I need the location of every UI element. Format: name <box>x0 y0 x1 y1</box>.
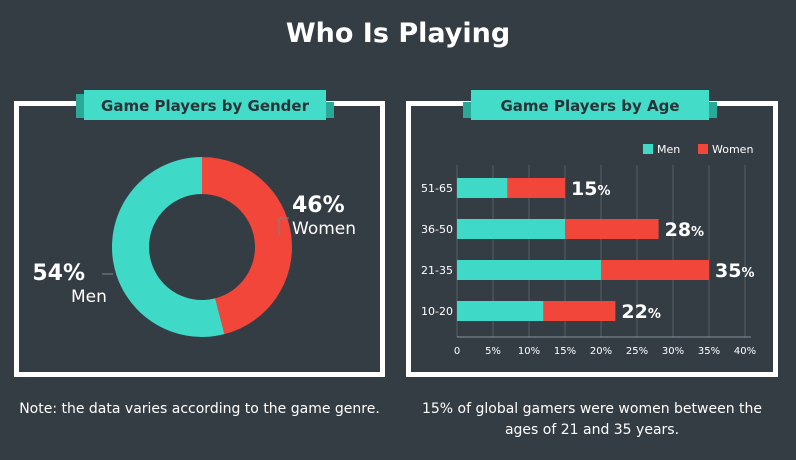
age-panel-title: Game Players by Age <box>500 97 680 115</box>
x-tick-label: 40% <box>734 346 756 357</box>
gender-panel-title: Game Players by Gender <box>101 97 309 115</box>
legend-swatch-men <box>643 144 653 154</box>
chart-legend: Men Women <box>643 143 753 156</box>
bar-women-51-65 <box>507 178 565 198</box>
gender-donut-chart: 46% Women 54% Men <box>32 157 356 337</box>
women-percent-label: 46% <box>292 193 345 218</box>
x-tick-label: 10% <box>518 346 540 357</box>
bar-women-36-50 <box>565 219 659 239</box>
ribbon-shape <box>76 90 334 120</box>
gender-note: Note: the data varies according to the g… <box>19 401 380 417</box>
x-tick-label: 5% <box>485 346 501 357</box>
category-label: 21-35 <box>421 264 453 277</box>
bar-women-21-35 <box>601 260 709 280</box>
bar-men-10-20 <box>457 301 544 321</box>
x-tick-label: 20% <box>590 346 612 357</box>
men-name-label: Men <box>71 287 107 307</box>
bar-men-51-65 <box>457 178 508 198</box>
legend-swatch-women <box>698 144 708 154</box>
category-label: 10-20 <box>421 305 453 318</box>
age-panel-ribbon: Game Players by Age <box>463 88 717 124</box>
age-note: 15% of global gamers were women between … <box>421 401 762 438</box>
ribbon-shape <box>463 90 717 120</box>
data-label: 28% <box>665 219 704 241</box>
x-tick-label: 35% <box>698 346 720 357</box>
data-label: 35% <box>715 260 754 282</box>
men-percent-label: 54% <box>32 261 85 286</box>
bar-men-21-35 <box>457 260 601 280</box>
x-tick-label: 30% <box>662 346 684 357</box>
category-label: 51-65 <box>421 182 453 195</box>
legend-label-women: Women <box>712 143 753 156</box>
slice-women <box>202 157 293 335</box>
data-label: 15% <box>571 178 610 200</box>
category-label: 36-50 <box>421 223 453 236</box>
age-bar-chart: Men Women 51-65 36-50 21-35 10-20 0 5% 10% 15% 2… <box>421 143 756 357</box>
legend-label-men: Men <box>657 143 680 156</box>
x-tick-label: 15% <box>554 346 576 357</box>
data-label: 22% <box>621 301 660 323</box>
women-name-label: Women <box>292 219 356 239</box>
x-tick-label: 0 <box>454 346 460 357</box>
page-title: Who Is Playing <box>285 18 511 49</box>
slice-men <box>112 157 225 337</box>
bar-women-10-20 <box>543 301 616 321</box>
x-tick-label: 25% <box>626 346 648 357</box>
gender-panel-ribbon: Game Players by Gender <box>76 88 334 124</box>
bar-men-36-50 <box>457 219 565 239</box>
